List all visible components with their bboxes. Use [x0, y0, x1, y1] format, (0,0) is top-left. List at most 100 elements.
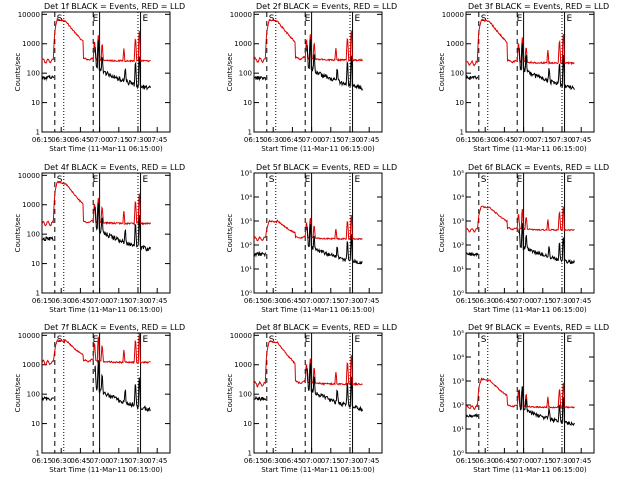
lld-series-line	[465, 205, 575, 233]
x-tick-label: 06:15	[32, 136, 52, 144]
y-tick-label: 10²	[452, 402, 464, 410]
lld-series-line	[41, 333, 151, 366]
y-tick-label: 100	[239, 391, 252, 399]
x-axis-label: Start Time (11-Mar-11 06:15:00)	[473, 306, 587, 314]
x-tick-label: 07:30	[128, 297, 148, 305]
y-tick-label: 10⁵	[240, 170, 252, 178]
panel-title: Det 4f BLACK = Events, RED = LLD	[44, 163, 185, 172]
start-marker-label: S	[269, 335, 275, 345]
y-tick-label: 10⁴	[240, 194, 252, 202]
end-marker-label: E	[517, 175, 523, 185]
end-marker-label: E	[143, 335, 149, 345]
y-tick-label: 10	[31, 99, 40, 107]
y-tick-label: 10000	[230, 332, 252, 340]
plot-frame	[41, 332, 171, 454]
events-series-line	[253, 363, 363, 412]
x-tick-label: 07:15	[109, 297, 129, 305]
x-tick-label: 07:00	[514, 457, 534, 465]
end-marker-label: E	[567, 335, 573, 345]
events-series-line	[41, 360, 151, 413]
y-axis-label: Counts/sec	[226, 374, 234, 413]
x-tick-label: 07:30	[552, 136, 572, 144]
panel-title: Det 9f BLACK = Events, RED = LLD	[468, 323, 609, 332]
x-tick-label: 07:30	[340, 457, 360, 465]
x-tick-label: 06:15	[456, 136, 476, 144]
x-axis-label: Start Time (11-Mar-11 06:15:00)	[261, 306, 375, 314]
end-marker-label: E	[93, 175, 99, 185]
end-marker-label: E	[143, 175, 149, 185]
end-marker-label: E	[305, 335, 311, 345]
x-tick-label: 06:15	[244, 136, 264, 144]
x-axis-label: Start Time (11-Mar-11 06:15:00)	[261, 466, 375, 474]
y-axis-label: Counts/sec	[14, 53, 22, 92]
end-marker-label: E	[567, 175, 573, 185]
x-tick-label: 06:30	[475, 297, 495, 305]
x-tick-label: 06:45	[282, 136, 302, 144]
y-axis-label: Counts/sec	[226, 214, 234, 253]
x-tick-label: 07:45	[359, 136, 379, 144]
y-tick-label: 1	[460, 129, 464, 137]
y-tick-label: 10⁵	[452, 330, 464, 338]
x-tick-label: 07:00	[514, 297, 534, 305]
y-tick-label: 10	[243, 420, 252, 428]
y-tick-label: 1	[36, 290, 40, 298]
x-tick-label: 07:45	[147, 297, 167, 305]
y-tick-label: 10⁴	[452, 354, 464, 362]
x-tick-label: 07:30	[340, 297, 360, 305]
x-tick-label: 06:45	[282, 297, 302, 305]
y-tick-label: 1000	[446, 40, 464, 48]
x-tick-label: 06:30	[51, 457, 71, 465]
y-tick-label: 1000	[22, 40, 40, 48]
plot-frame	[253, 172, 383, 294]
y-tick-label: 100	[27, 70, 40, 78]
y-tick-label: 10³	[452, 378, 464, 386]
end-marker-label: E	[305, 14, 311, 24]
y-tick-label: 10¹	[452, 426, 464, 434]
end-marker-label: E	[567, 14, 573, 24]
x-axis-label: Start Time (11-Mar-11 06:15:00)	[49, 306, 163, 314]
x-tick-label: 06:45	[494, 136, 514, 144]
x-tick-label: 07:00	[302, 136, 322, 144]
y-axis-label: Counts/sec	[226, 53, 234, 92]
panel-title: Det 3f BLACK = Events, RED = LLD	[468, 2, 609, 11]
y-tick-label: 10²	[452, 242, 464, 250]
x-axis-label: Start Time (11-Mar-11 06:15:00)	[473, 466, 587, 474]
x-tick-label: 07:45	[571, 297, 591, 305]
start-marker-label: S	[57, 175, 63, 185]
panel-det-1: Det 1f BLACK = Events, RED = LLD 1 10 100 10…	[14, 2, 185, 153]
x-tick-label: 06:15	[456, 457, 476, 465]
y-axis-label: Counts/sec	[438, 214, 446, 253]
plot-frame	[253, 11, 383, 133]
end-marker-label: E	[93, 14, 99, 24]
x-tick-label: 07:45	[571, 136, 591, 144]
panel-det-6: Det 6f BLACK = Events, RED = LLD 10⁰ 10¹ 10…	[438, 163, 609, 314]
start-marker-label: S	[269, 14, 275, 24]
y-tick-label: 10000	[18, 172, 40, 180]
y-tick-label: 10⁰	[240, 290, 252, 298]
y-tick-label: 10000	[18, 11, 40, 19]
plot-frame	[253, 332, 383, 454]
y-tick-label: 100	[27, 391, 40, 399]
plot-frame	[465, 172, 595, 294]
y-tick-label: 10³	[240, 218, 252, 226]
plot-frame	[41, 11, 171, 133]
x-tick-label: 07:00	[90, 297, 110, 305]
y-tick-label: 10⁰	[452, 290, 464, 298]
y-tick-label: 1	[248, 450, 252, 458]
x-tick-label: 06:30	[51, 297, 71, 305]
x-tick-label: 06:30	[475, 457, 495, 465]
y-tick-label: 10	[243, 99, 252, 107]
x-tick-label: 06:45	[70, 136, 90, 144]
x-tick-label: 06:30	[263, 457, 283, 465]
x-axis-label: Start Time (11-Mar-11 06:15:00)	[49, 145, 163, 153]
y-tick-label: 10	[455, 99, 464, 107]
x-tick-label: 07:15	[321, 457, 341, 465]
end-marker-label: E	[355, 175, 361, 185]
panel-title: Det 5f BLACK = Events, RED = LLD	[256, 163, 397, 172]
x-tick-label: 06:15	[456, 297, 476, 305]
x-tick-label: 07:45	[359, 457, 379, 465]
end-marker-label: E	[93, 335, 99, 345]
end-marker-label: E	[517, 14, 523, 24]
events-series-line	[42, 202, 151, 252]
